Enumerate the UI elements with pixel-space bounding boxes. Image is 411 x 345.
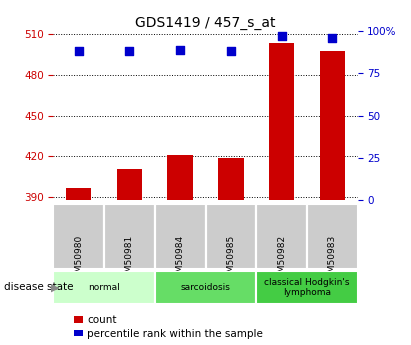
Text: percentile rank within the sample: percentile rank within the sample: [87, 329, 263, 338]
Bar: [104, 204, 155, 269]
Text: GSM50983: GSM50983: [328, 235, 337, 284]
Bar: [269, 43, 294, 200]
Text: GSM50984: GSM50984: [175, 235, 185, 284]
Bar: [155, 271, 256, 304]
Point: [228, 49, 234, 54]
Text: GSM50985: GSM50985: [226, 235, 236, 284]
Point: [177, 47, 183, 52]
Bar: [155, 204, 206, 269]
Point: [126, 49, 133, 54]
Bar: [218, 158, 243, 200]
Text: classical Hodgkin's
lymphoma: classical Hodgkin's lymphoma: [264, 277, 350, 297]
Bar: [168, 155, 193, 200]
Text: GSM50980: GSM50980: [74, 235, 83, 284]
Bar: [117, 169, 142, 200]
Bar: [256, 271, 358, 304]
Text: ▶: ▶: [51, 282, 60, 292]
Title: GDS1419 / 457_s_at: GDS1419 / 457_s_at: [135, 16, 276, 30]
Bar: [66, 188, 91, 200]
Text: count: count: [87, 315, 117, 325]
Bar: [307, 204, 358, 269]
Text: normal: normal: [88, 283, 120, 292]
Text: GSM50981: GSM50981: [125, 235, 134, 284]
Bar: [53, 271, 155, 304]
Bar: [53, 204, 104, 269]
Point: [278, 33, 285, 39]
Bar: [206, 204, 256, 269]
Text: GSM50982: GSM50982: [277, 235, 286, 284]
Point: [329, 35, 335, 41]
Text: disease state: disease state: [4, 282, 74, 292]
Point: [76, 49, 82, 54]
Bar: [319, 51, 345, 200]
Bar: [256, 204, 307, 269]
Text: sarcoidosis: sarcoidosis: [180, 283, 231, 292]
